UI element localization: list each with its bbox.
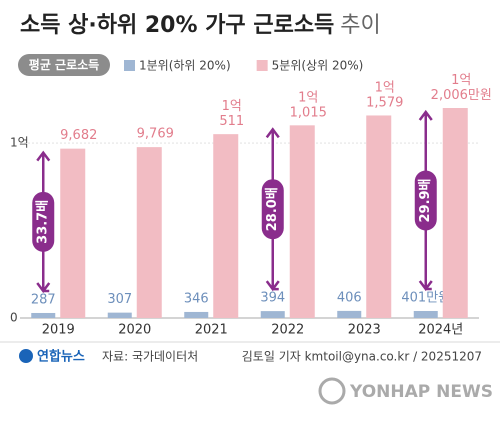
arrow-head <box>36 150 51 162</box>
bar <box>442 107 468 319</box>
ratio-label: 29.9배 <box>417 178 433 222</box>
value-label: 9,769 <box>137 127 174 142</box>
bar <box>184 311 209 318</box>
legend-label: 5분위(상위 20%) <box>272 59 364 73</box>
legend-swatch <box>256 60 268 71</box>
y-tick-label: 0 <box>10 311 18 325</box>
logo: 연합뉴스 <box>37 349 85 365</box>
value-label: 406 <box>337 290 362 305</box>
arrow-head <box>418 280 433 292</box>
value-label: 346 <box>184 291 209 306</box>
badge-text: 평균 근로소득 <box>29 58 99 72</box>
value-label: 394 <box>260 291 285 306</box>
logo-icon <box>19 349 33 363</box>
bar <box>337 310 362 318</box>
source: 자료: 국가데이터처 <box>102 350 198 364</box>
ratio-label: 28.0배 <box>264 187 280 231</box>
x-tick-label: 2023 <box>348 323 381 338</box>
value-label: 9,682 <box>60 128 97 143</box>
bar <box>107 312 132 318</box>
x-tick-label: 2020 <box>118 323 151 338</box>
value-label: 1억 1,579 <box>366 80 403 110</box>
bar <box>413 310 438 318</box>
x-tick-label: 2024년 <box>418 323 463 338</box>
ratio-pill <box>261 179 284 240</box>
bar <box>366 115 392 318</box>
x-tick-label: 2019 <box>42 323 75 338</box>
value-label: 307 <box>107 292 132 307</box>
bar <box>289 125 315 319</box>
value-label: 1억 511 <box>219 99 244 129</box>
value-label: 401만원 <box>401 290 450 305</box>
ratio-label: 33.7배 <box>35 200 51 244</box>
ratio-pill <box>32 191 55 252</box>
arrow-head <box>265 280 280 292</box>
legend-label: 1분위(하위 20%) <box>139 59 231 73</box>
arrow-head <box>265 127 280 139</box>
ratio-pill <box>414 170 437 231</box>
watermark: YONHAP NEWS <box>349 382 493 402</box>
value-label: 287 <box>31 292 56 307</box>
value-label: 1억 1,015 <box>290 90 327 120</box>
value-label: 1억 2,006만원 <box>431 72 492 102</box>
bar <box>60 148 86 318</box>
watermark-icon <box>318 377 346 405</box>
arrow-head <box>418 109 433 121</box>
bar <box>31 312 56 318</box>
chart-title: 소득 상·하위 20% 가구 근로소득 추이 <box>20 13 381 38</box>
bar <box>260 311 285 318</box>
y-tick-label: 1억 <box>10 136 29 150</box>
bar <box>213 134 239 318</box>
badge <box>18 54 110 76</box>
x-tick-label: 2021 <box>195 323 228 338</box>
credit: 김토일 기자 kmtoil@yna.co.kr / 20251207 <box>242 350 482 364</box>
x-tick-label: 2022 <box>271 323 304 338</box>
bar <box>136 147 162 318</box>
arrow-head <box>36 282 51 294</box>
legend-swatch <box>124 60 135 71</box>
